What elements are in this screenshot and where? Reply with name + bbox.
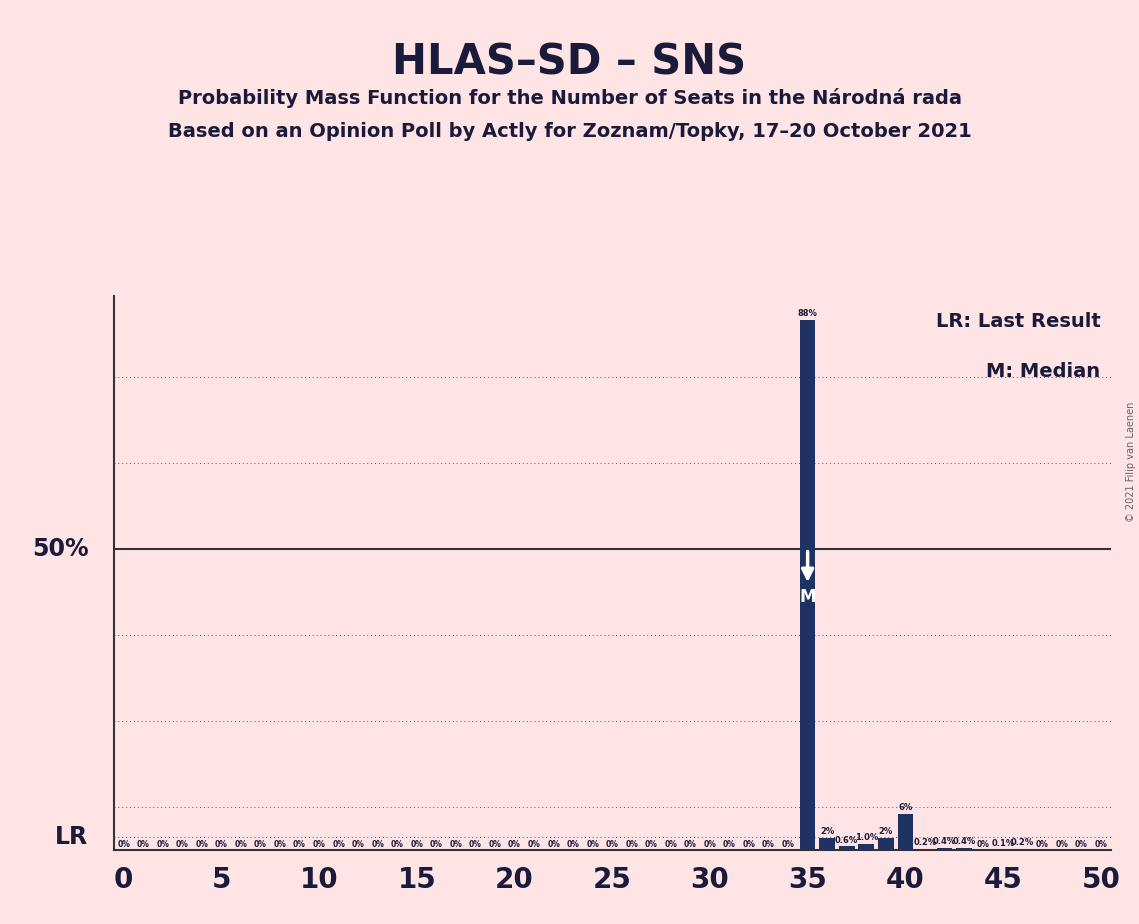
Text: 0.6%: 0.6% xyxy=(835,835,859,845)
Text: 1.0%: 1.0% xyxy=(854,833,878,843)
Bar xyxy=(839,846,854,850)
Text: 0.4%: 0.4% xyxy=(952,837,976,845)
Text: 2%: 2% xyxy=(820,827,834,836)
Text: 0%: 0% xyxy=(527,840,541,849)
Text: 0%: 0% xyxy=(645,840,657,849)
Text: 0%: 0% xyxy=(352,840,364,849)
Bar xyxy=(800,320,816,850)
Text: 0%: 0% xyxy=(547,840,560,849)
Bar xyxy=(898,814,913,850)
Text: M: Median: M: Median xyxy=(986,362,1100,382)
Bar xyxy=(819,838,835,850)
Text: 0%: 0% xyxy=(391,840,403,849)
Text: 0%: 0% xyxy=(254,840,267,849)
Text: Probability Mass Function for the Number of Seats in the Národná rada: Probability Mass Function for the Number… xyxy=(178,88,961,108)
Bar xyxy=(1015,849,1031,850)
Text: 6%: 6% xyxy=(899,803,912,812)
Text: 0%: 0% xyxy=(606,840,618,849)
Text: 0.2%: 0.2% xyxy=(1011,838,1034,847)
Bar xyxy=(936,847,952,850)
Text: 0%: 0% xyxy=(587,840,599,849)
Text: 0%: 0% xyxy=(410,840,424,849)
Text: 0%: 0% xyxy=(977,840,990,849)
Text: 0%: 0% xyxy=(489,840,501,849)
Text: 0%: 0% xyxy=(704,840,716,849)
Text: 0%: 0% xyxy=(312,840,326,849)
Text: 0%: 0% xyxy=(371,840,384,849)
Text: 0%: 0% xyxy=(1035,840,1049,849)
Text: 0%: 0% xyxy=(235,840,247,849)
Text: 0%: 0% xyxy=(156,840,170,849)
Text: LR: LR xyxy=(56,825,89,849)
Text: 0%: 0% xyxy=(469,840,482,849)
Text: 88%: 88% xyxy=(797,309,818,318)
Text: 0%: 0% xyxy=(762,840,775,849)
Text: 50%: 50% xyxy=(32,537,89,561)
Text: 0%: 0% xyxy=(567,840,580,849)
Bar xyxy=(956,847,972,850)
Text: 0%: 0% xyxy=(1075,840,1088,849)
Text: 0%: 0% xyxy=(293,840,306,849)
Text: 2%: 2% xyxy=(878,827,893,836)
Text: 0%: 0% xyxy=(333,840,345,849)
Text: © 2021 Filip van Laenen: © 2021 Filip van Laenen xyxy=(1126,402,1136,522)
Text: 0%: 0% xyxy=(196,840,208,849)
Text: 0.4%: 0.4% xyxy=(933,837,956,845)
Bar xyxy=(878,838,894,850)
Text: 0%: 0% xyxy=(508,840,521,849)
Text: HLAS–SD – SNS: HLAS–SD – SNS xyxy=(393,42,746,83)
Text: 0%: 0% xyxy=(781,840,795,849)
Text: 0.2%: 0.2% xyxy=(913,838,936,847)
Text: 0%: 0% xyxy=(429,840,443,849)
Text: Based on an Opinion Poll by Actly for Zoznam/Topky, 17–20 October 2021: Based on an Opinion Poll by Actly for Zo… xyxy=(167,122,972,141)
Bar xyxy=(917,849,933,850)
Text: 0%: 0% xyxy=(625,840,638,849)
Text: 0%: 0% xyxy=(664,840,678,849)
Bar xyxy=(859,844,874,850)
Text: 0%: 0% xyxy=(450,840,462,849)
Text: M: M xyxy=(800,588,816,606)
Text: 0%: 0% xyxy=(743,840,755,849)
Text: 0%: 0% xyxy=(117,840,130,849)
Text: 0%: 0% xyxy=(273,840,286,849)
Text: 0%: 0% xyxy=(137,840,149,849)
Text: 0%: 0% xyxy=(215,840,228,849)
Text: LR: Last Result: LR: Last Result xyxy=(936,312,1100,332)
Text: 0.1%: 0.1% xyxy=(991,839,1015,847)
Text: 0%: 0% xyxy=(683,840,697,849)
Text: 0%: 0% xyxy=(1055,840,1068,849)
Text: 0%: 0% xyxy=(1095,840,1107,849)
Text: 0%: 0% xyxy=(175,840,189,849)
Text: 0%: 0% xyxy=(723,840,736,849)
